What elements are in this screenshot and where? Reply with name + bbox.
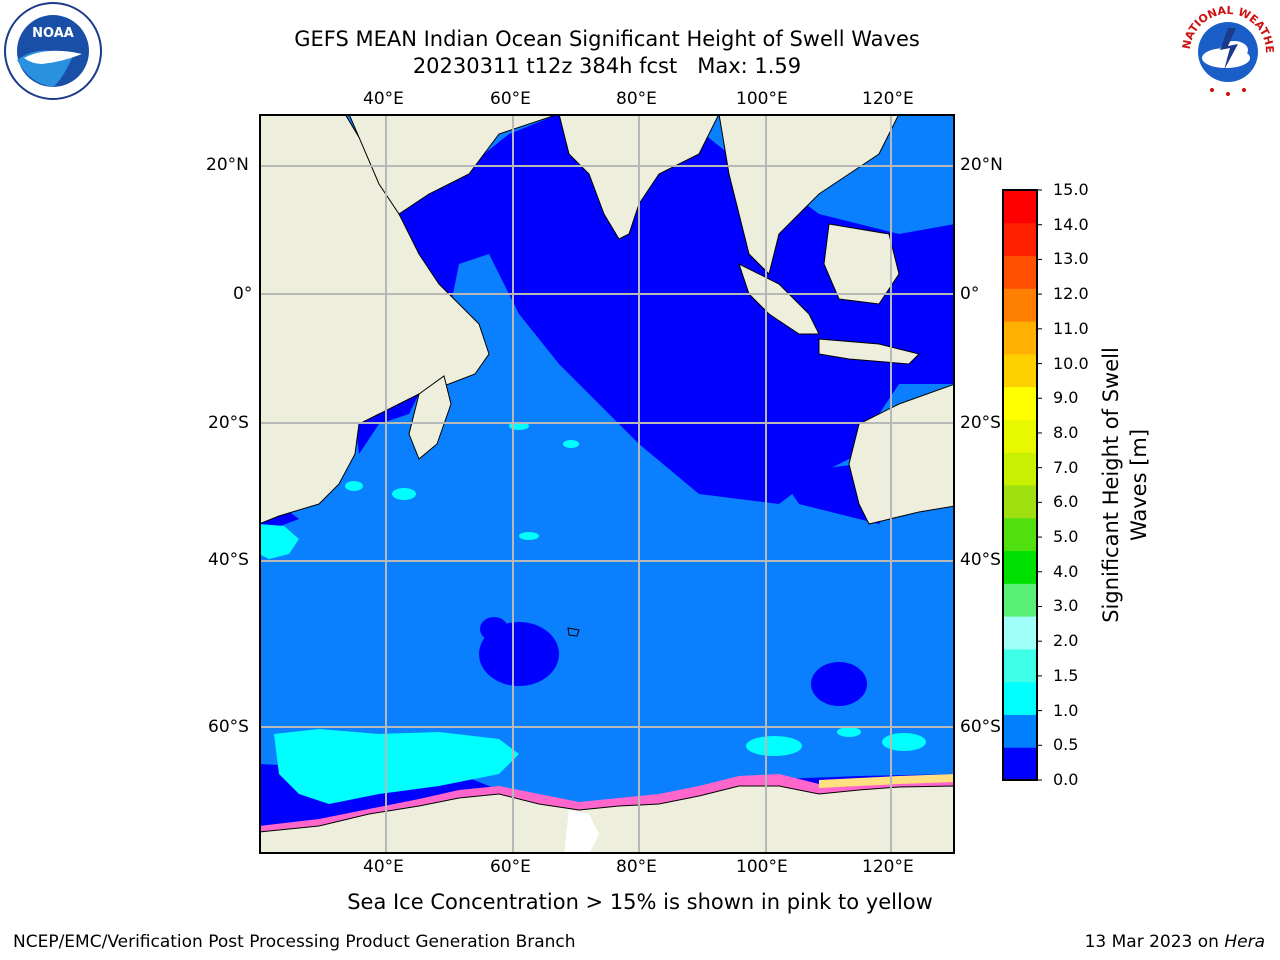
footer-branch: NCEP/EMC/Verification Post Processing Pr…	[13, 932, 576, 952]
lon-label-top-100e: 100°E	[736, 89, 788, 109]
land-australia	[848, 383, 955, 525]
lon-label-top-60e: 60°E	[490, 89, 531, 109]
colorbar-tick-label: 13.0	[1053, 249, 1089, 269]
colorbar-segment	[1003, 288, 1037, 322]
colorbar-segment	[1003, 419, 1037, 453]
footer-date: 13 Mar 2023 on Hera	[1084, 932, 1265, 952]
lat-label-left-20n: 20°N	[206, 155, 249, 175]
colorbar-title-line2: Waves [m]	[1127, 428, 1151, 542]
shelf-region-north	[354, 114, 955, 504]
colorbar-tick-label: 12.0	[1053, 284, 1089, 304]
colorbar-title-line1: Significant Height of Swell	[1099, 347, 1123, 623]
colorbar-segment	[1003, 353, 1037, 388]
colorbar-tick-label: 7.0	[1053, 457, 1079, 477]
colorbar-tick-label: 0.0	[1053, 770, 1079, 789]
colorbar-segment	[1003, 386, 1037, 420]
colorbar-frame	[1002, 189, 1038, 781]
lon-label-bottom-120e: 120°E	[862, 857, 914, 877]
lon-label-bottom-100e: 100°E	[736, 857, 788, 877]
colorbar-segment	[1003, 714, 1037, 748]
lat-label-right-20s: 20°S	[960, 413, 1001, 433]
colorbar-segment	[1003, 321, 1037, 355]
colorbar	[1002, 189, 1042, 781]
sea-ice-edge	[259, 774, 955, 836]
lon-label-top-40e: 40°E	[363, 89, 404, 109]
ocean-map[interactable]	[259, 114, 955, 854]
colorbar-segment	[1003, 747, 1037, 781]
land-madagascar	[408, 375, 452, 460]
lat-label-right-40s: 40°S	[960, 550, 1001, 570]
land-sumatra	[738, 263, 820, 335]
land-southeast-asia	[718, 114, 900, 275]
colorbar-tick-label: 1.0	[1053, 700, 1079, 720]
footer-machine: Hera	[1224, 932, 1265, 952]
colorbar-segment	[1003, 681, 1037, 715]
land-borneo	[823, 223, 900, 305]
lat-label-left-20s: 20°S	[208, 413, 249, 433]
lat-label-right-20n: 20°N	[960, 155, 1003, 175]
lat-label-right-0: 0°	[960, 284, 980, 304]
colorbar-tick-label: 6.0	[1053, 492, 1079, 512]
colorbar-tick-label: 3.0	[1053, 596, 1079, 616]
lon-label-bottom-60e: 60°E	[490, 857, 531, 877]
lat-label-left-60s: 60°S	[208, 717, 249, 737]
lon-label-bottom-80e: 80°E	[616, 857, 657, 877]
colorbar-segment	[1003, 550, 1037, 584]
land-java	[818, 338, 920, 365]
colorbar-tick-label: 8.0	[1053, 422, 1079, 442]
colorbar-segment	[1003, 648, 1037, 683]
land-arabia	[348, 114, 560, 215]
colorbar-segment	[1003, 190, 1037, 224]
lat-label-left-0: 0°	[233, 284, 253, 304]
colorbar-tick-label: 4.0	[1053, 561, 1079, 581]
lon-label-top-120e: 120°E	[862, 89, 914, 109]
colorbar-tick-label: 10.0	[1053, 353, 1089, 373]
noaa-logo: NOAA	[4, 2, 102, 100]
colorbar-segment	[1003, 452, 1037, 486]
graticule	[259, 114, 955, 854]
colorbar-tick-label: 14.0	[1053, 214, 1089, 234]
map-frame	[259, 114, 955, 854]
colorbar-tick-label: 2.0	[1053, 631, 1079, 651]
colorbar-tick-label: 9.0	[1053, 388, 1079, 408]
colorbar-segment	[1003, 583, 1037, 617]
chart-title: GEFS MEAN Indian Ocean Significant Heigh…	[294, 27, 920, 51]
land-antarctica	[259, 785, 955, 854]
sea-ice-note: Sea Ice Concentration > 15% is shown in …	[347, 890, 933, 914]
lat-label-right-60s: 60°S	[960, 717, 1001, 737]
swell-patch-southwest	[274, 729, 519, 804]
noaa-logo-text: NOAA	[32, 26, 74, 41]
land-africa	[259, 114, 490, 525]
colorbar-segment	[1003, 517, 1037, 552]
heard-island-outline	[567, 627, 580, 637]
colorbar-segment	[1003, 255, 1037, 289]
colorbar-segment	[1003, 222, 1037, 257]
lat-label-left-40s: 40°S	[208, 550, 249, 570]
chart-subtitle: 20230311 t12z 384h fcst Max: 1.59	[412, 54, 802, 78]
colorbar-segment	[1003, 485, 1037, 519]
colorbar-tick-label: 11.0	[1053, 318, 1089, 338]
shallow-patch-southeast	[811, 662, 867, 706]
lon-label-top-80e: 80°E	[616, 89, 657, 109]
colorbar-tick-label: 0.5	[1053, 735, 1079, 755]
colorbar-tick-label: 1.5	[1053, 665, 1079, 685]
lon-label-bottom-40e: 40°E	[363, 857, 404, 877]
colorbar-title: Significant Height of Swell Waves [m]	[1097, 347, 1153, 623]
colorbar-tick-label: 15.0	[1053, 180, 1089, 199]
colorbar-segment	[1003, 616, 1037, 650]
colorbar-tick-label: 5.0	[1053, 527, 1079, 547]
nws-logo: NATIONAL WEATHER SERVICE	[1176, 0, 1276, 98]
